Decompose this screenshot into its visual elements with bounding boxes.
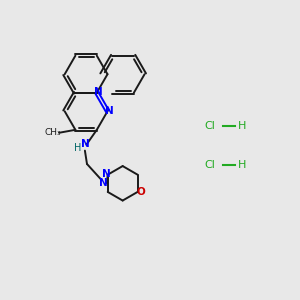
Text: N: N [102, 169, 111, 179]
Text: N: N [99, 178, 108, 188]
Text: H: H [238, 121, 246, 131]
Text: N: N [94, 87, 102, 97]
Text: N: N [80, 139, 89, 149]
Text: Cl: Cl [204, 121, 215, 131]
Text: H: H [238, 160, 246, 170]
Text: CH₃: CH₃ [44, 128, 61, 137]
Text: N: N [105, 106, 114, 116]
Text: H: H [74, 142, 82, 153]
Text: Cl: Cl [204, 160, 215, 170]
Text: O: O [136, 187, 145, 197]
